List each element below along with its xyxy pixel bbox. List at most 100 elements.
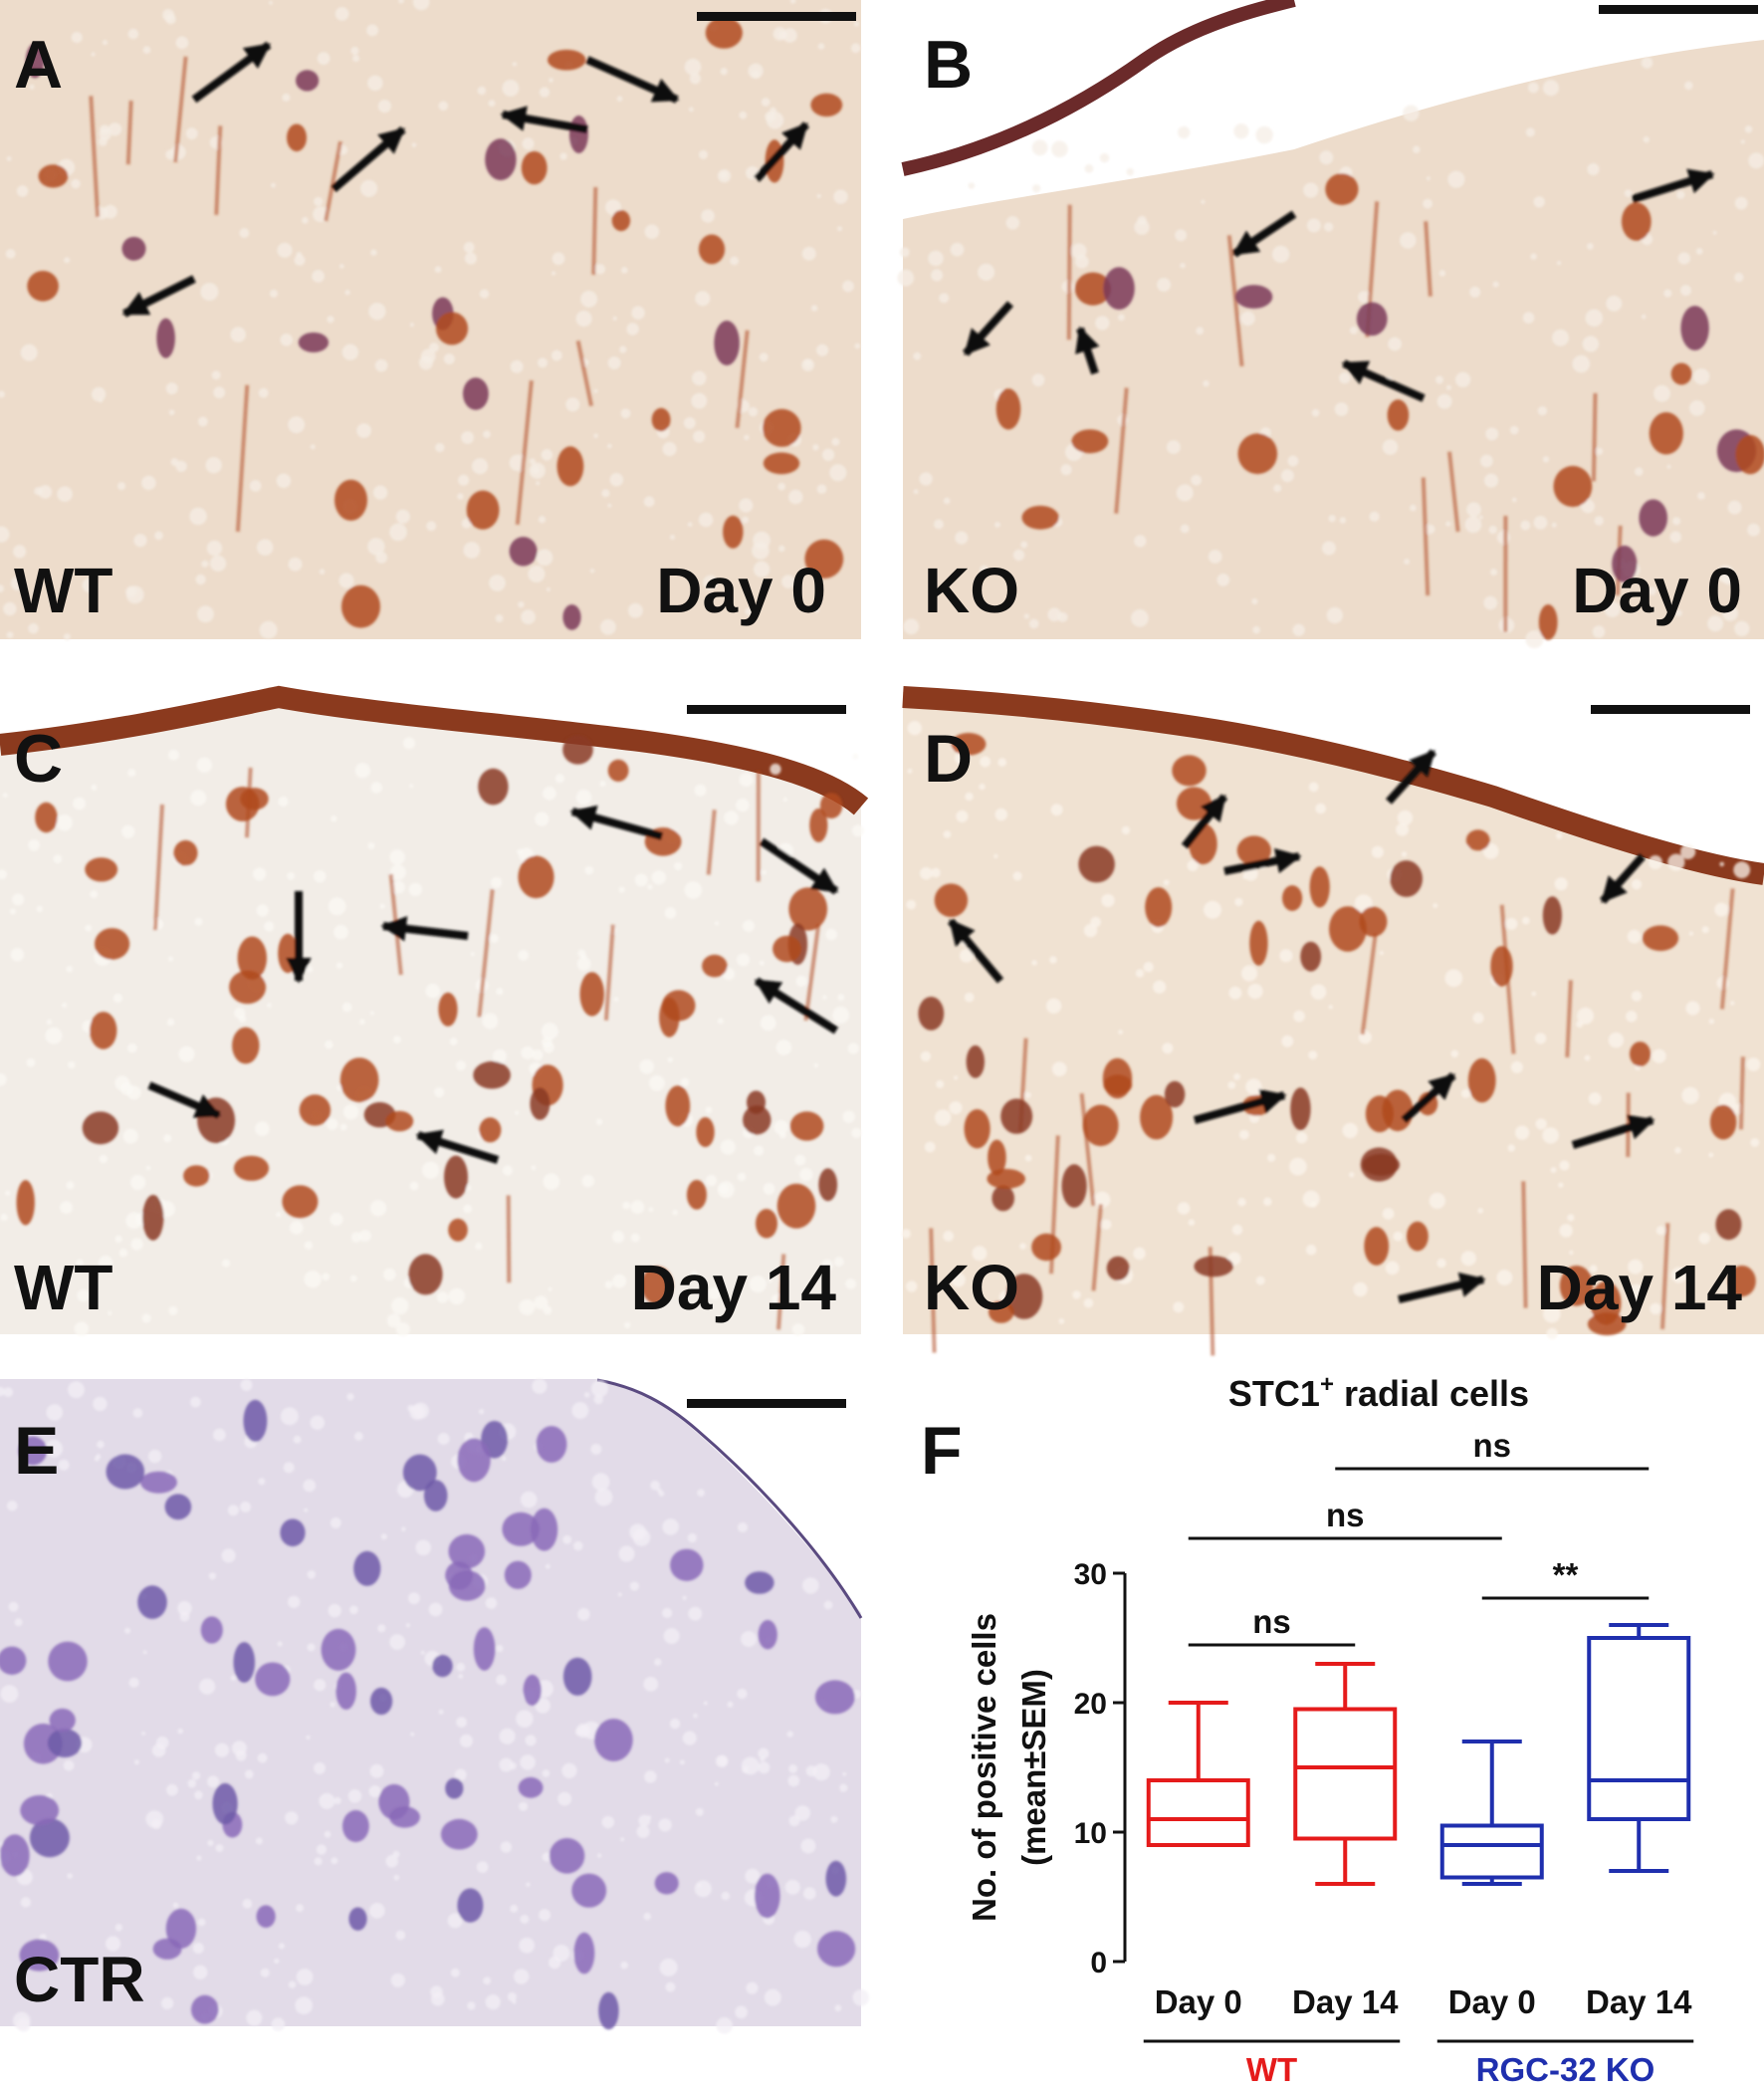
tissue-vacuole [1520,521,1530,531]
tissue-vacuole [416,1540,432,1556]
tissue-vacuole [1019,1243,1026,1250]
tissue-vacuole [535,812,549,825]
tissue-vacuole [738,1522,748,1532]
tissue-vacuole [1430,1193,1445,1209]
tissue-vacuole [228,1505,239,1515]
tissue-vacuole [665,1982,675,1992]
tissue-vacuole [5,1190,10,1195]
tissue-vacuole [906,1280,917,1291]
tissue-vacuole [1309,783,1319,793]
tissue-vacuole [674,862,682,870]
tissue-vacuole [100,1155,109,1164]
tissue-vacuole [817,484,827,494]
tissue-vacuole [718,1181,735,1198]
tissue-vacuole [1583,336,1599,351]
tissue-vacuole [1177,484,1194,501]
tissue-vacuole [444,353,455,364]
tissue-vacuole [64,257,70,263]
tissue-vacuole [1410,505,1417,512]
tissue-vacuole [584,866,593,875]
genotype-label-a: WT [14,555,113,626]
tissue-vacuole [599,781,605,787]
tissue-vacuole [842,1772,846,1776]
tissue-vacuole [621,267,628,274]
tissue-vacuole [612,1231,624,1243]
tissue-vacuole [1239,1130,1249,1140]
tissue-vacuole [739,499,753,513]
stained-cell [473,1061,511,1089]
tissue-vacuole [1444,969,1462,987]
tissue-vacuole [129,1678,139,1688]
stained-cell [935,883,968,917]
tissue-vacuole [1342,1123,1358,1139]
tissue-vacuole [1676,191,1684,199]
stained-cell [1103,1074,1132,1094]
tissue-vacuole [344,290,349,295]
tissue-vacuole [496,988,503,995]
tissue-vacuole [704,1701,708,1705]
tissue-vacuole [1227,1081,1235,1089]
tissue-vacuole [1423,199,1433,209]
tissue-vacuole [629,1523,646,1540]
stained-cell [353,1551,380,1586]
stained-cell [340,1057,379,1102]
tissue-vacuole [939,293,949,303]
stained-cell [702,955,727,978]
tissue-vacuole [718,169,731,182]
panel-letter-f: F [921,1413,963,1489]
tissue-vacuole [1451,1050,1459,1058]
tissue-vacuole [855,344,861,349]
box-iqr [1442,1826,1542,1878]
stained-cell [967,1045,985,1078]
tissue-vacuole [1029,619,1039,629]
comparison-label: ns [1252,1603,1291,1640]
stained-cell [229,971,266,1004]
stained-cell [50,1709,76,1733]
tissue-vacuole [1241,965,1257,981]
stained-cell [747,1090,766,1113]
tissue-vacuole [931,269,943,281]
tissue-vacuole [1684,82,1693,91]
tissue-vacuole [626,323,639,336]
tissue-vacuole [258,1753,268,1763]
tissue-vacuole [491,877,502,888]
tissue-vacuole [522,137,534,149]
stained-cell [17,1180,35,1225]
tissue-vacuole [1439,270,1446,277]
tissue-vacuole [787,1775,799,1787]
panel-letter-b: B [924,27,973,103]
tissue-vacuole [1134,535,1146,547]
tissue-vacuole [389,1634,405,1650]
tissue-vacuole [776,1040,792,1055]
tissue-vacuole [664,1628,680,1644]
tissue-vacuole [338,574,353,588]
tissue-vacuole [682,1596,686,1600]
tissue-vacuole [407,1405,414,1412]
tissue-vacuole [813,1763,830,1780]
tissue-vacuole [788,1764,797,1773]
tissue-vacuole [591,1380,608,1397]
tissue-vacuole [167,1019,175,1027]
tissue-vacuole [200,283,218,301]
tissue-vacuole [1137,216,1147,226]
tissue-vacuole [561,1763,576,1778]
stained-cell [818,1168,837,1201]
stained-cell [996,388,1021,429]
tissue-vacuole [370,249,377,256]
tissue-vacuole [693,430,705,442]
tissue-vacuole [93,1397,107,1411]
stained-cell [571,1874,606,1908]
chart-title: STC1+ radial cells [1228,1371,1529,1414]
tissue-vacuole [1672,517,1680,525]
tissue-vacuole [1593,625,1606,638]
tissue-vacuole [571,1402,588,1419]
tissue-vacuole [1006,216,1020,230]
tissue-vacuole [368,303,385,320]
tissue-vacuole [1386,1262,1400,1276]
panel-c-background [0,687,861,1334]
tissue-vacuole [304,1271,322,1288]
tissue-vacuole [369,1785,381,1797]
stained-cell [1622,202,1652,240]
tissue-vacuole [770,764,780,775]
